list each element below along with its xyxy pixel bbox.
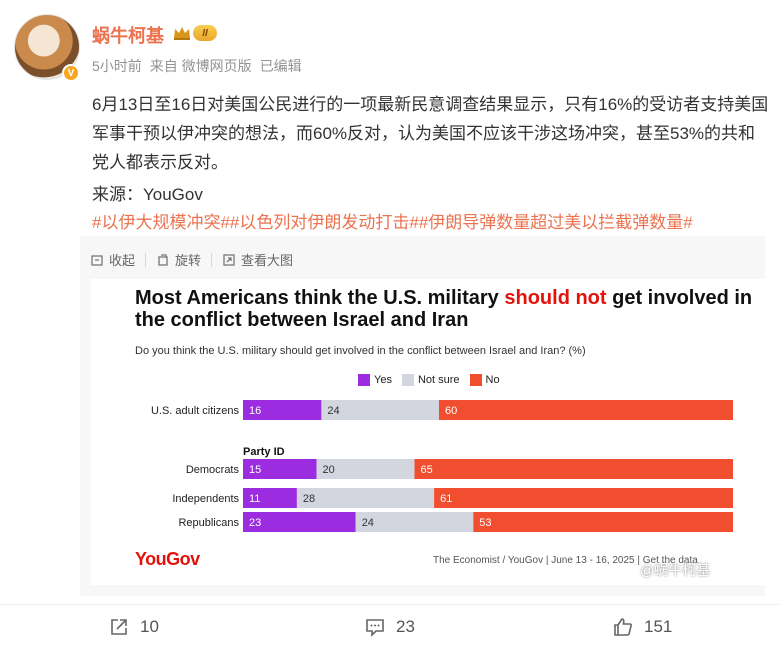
post-meta: 5小时前 来自 微博网页版 已编辑 — [92, 56, 302, 76]
avatar[interactable] — [14, 14, 80, 80]
post-time[interactable]: 5小时前 — [92, 58, 142, 74]
chart-title-suffix: get involved in the conflict between Isr… — [135, 287, 753, 331]
legend-label-no: No — [485, 374, 500, 386]
view-large-label: 查看大图 — [241, 253, 294, 268]
legend-swatch-not-sure — [401, 374, 414, 386]
bar-segment — [296, 488, 435, 508]
chart-title-highlight: should not — [504, 287, 607, 309]
category-label: Independents — [172, 493, 239, 505]
share-button[interactable]: 10 — [108, 616, 159, 638]
rotate-button[interactable]: 旋转 — [146, 250, 211, 269]
crown-icon — [174, 27, 190, 40]
bar-segment — [243, 512, 356, 532]
chart-image[interactable]: Most Americans think the U.S. military s… — [91, 279, 765, 585]
bar-segment — [316, 459, 415, 479]
post-source: 来自 微博网页版 — [149, 58, 252, 74]
action-bar: 10 23 151 — [0, 612, 779, 642]
data-label: 60 — [445, 405, 457, 417]
data-label: 16 — [249, 405, 261, 417]
thumbs-up-icon — [614, 618, 632, 636]
chart-title-prefix: Most Americans think the U.S. military — [135, 287, 505, 309]
share-count: 10 — [140, 617, 159, 636]
data-label: 24 — [327, 405, 339, 417]
bar-segment — [243, 459, 317, 479]
rotate-icon — [158, 253, 168, 266]
legend-swatch-no — [469, 374, 482, 386]
toolbar-divider — [211, 252, 213, 267]
share-icon — [111, 619, 127, 635]
bar-segment — [321, 400, 439, 420]
zoom-icon — [223, 253, 235, 266]
data-label: 11 — [249, 493, 260, 505]
data-label: 24 — [362, 517, 374, 529]
comment-button[interactable]: 23 — [364, 616, 415, 638]
view-large-button[interactable]: 查看大图 — [212, 250, 303, 269]
data-label: 53 — [479, 517, 491, 529]
data-label: 20 — [323, 464, 335, 476]
bar-segment — [439, 400, 733, 420]
verified-badge: V — [62, 64, 80, 82]
bar-segment — [243, 400, 322, 420]
party-id-label: Party ID — [243, 446, 285, 458]
comment-count: 23 — [396, 617, 415, 636]
hashtags[interactable]: #以伊大规模冲突##以色列对伊朗发动打击##伊朗导弹数量超过美以拦截弹数量# — [92, 213, 693, 232]
bar-segment — [355, 512, 474, 532]
data-label: 65 — [421, 464, 433, 476]
legend-label-not-sure: Not sure — [417, 374, 460, 386]
legend-swatch-yes — [358, 374, 370, 386]
bar-segment — [243, 488, 297, 508]
category-label: Republicans — [178, 517, 239, 529]
like-count: 151 — [644, 617, 673, 636]
chart-legend: Yes Not sure No — [358, 374, 500, 386]
bar-segment — [434, 488, 733, 508]
action-divider — [0, 604, 779, 605]
legend-item-not-sure: Not sure — [401, 374, 460, 386]
chart-footer: The Economist / YouGov | June 13 - 16, 2… — [433, 555, 698, 566]
watermark: @蜗牛柯基 — [640, 562, 711, 578]
like-button[interactable]: 151 — [612, 616, 672, 638]
bar-segment — [414, 459, 733, 479]
username[interactable]: 蜗牛柯基 — [92, 26, 164, 46]
chart-title: Most Americans think the U.S. military s… — [135, 287, 755, 331]
data-label: 23 — [249, 517, 261, 529]
data-label: 28 — [303, 493, 315, 505]
data-label: 61 — [440, 493, 452, 505]
toolbar-divider — [145, 252, 147, 267]
category-label: U.S. adult citizens — [151, 405, 240, 417]
edited-label[interactable]: 已编辑 — [259, 58, 302, 74]
data-label: 15 — [249, 464, 261, 476]
collapse-button[interactable]: 收起 — [90, 250, 145, 269]
yougov-logo: YouGov — [135, 549, 200, 569]
chart-subtitle: Do you think the U.S. military should ge… — [135, 345, 586, 357]
collapse-icon — [91, 254, 103, 266]
comment-icon — [366, 619, 384, 637]
rotate-label: 旋转 — [175, 253, 202, 268]
source-line: 来源：YouGov — [92, 185, 203, 204]
legend-item-no: No — [469, 374, 500, 386]
bar-segment — [473, 512, 733, 532]
bar-chart: U.S. adult citizens 16 24 60 Democrats 15 20 65… — [151, 400, 733, 532]
level-badge: II — [193, 25, 217, 41]
legend-label-yes: Yes — [374, 374, 392, 386]
legend-item-yes: Yes — [358, 374, 392, 386]
collapse-label: 收起 — [109, 253, 136, 268]
image-toolbar: 收起 旋转 查看大图 — [90, 250, 303, 269]
post-text: 6月13日至16日对美国公民进行的一项最新民意调查结果显示，只有16%的受访者支… — [92, 95, 769, 172]
category-label: Democrats — [186, 464, 240, 476]
